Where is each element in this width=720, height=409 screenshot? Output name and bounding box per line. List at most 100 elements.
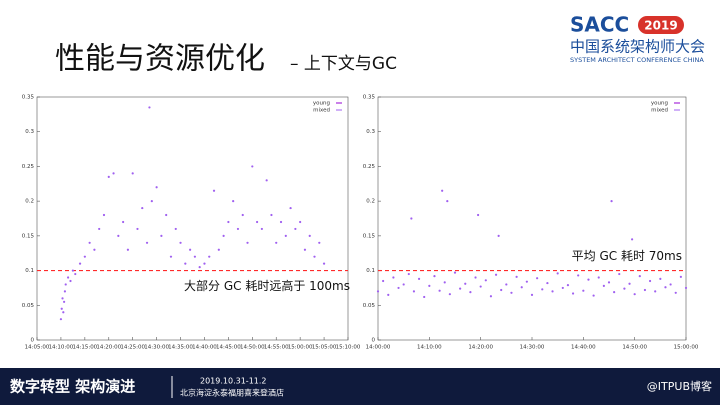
x-tick-label: 15:05:00 <box>312 345 337 351</box>
y-tick-label: 0.1 <box>366 268 375 274</box>
point <box>536 277 539 280</box>
point <box>628 282 631 285</box>
point <box>648 279 652 283</box>
point <box>474 276 477 279</box>
point <box>150 200 153 203</box>
footer-place: 北京海淀永泰福朋喜来登酒店 <box>180 388 284 398</box>
point <box>184 262 187 265</box>
point <box>392 276 395 279</box>
point <box>469 290 472 294</box>
x-tick-label: 14:15:00 <box>72 345 97 351</box>
point <box>566 284 570 287</box>
point <box>284 234 287 237</box>
x-tick-label: 14:25:00 <box>120 345 145 351</box>
x-tick-label: 14:45:00 <box>216 345 241 351</box>
point <box>60 307 63 310</box>
point <box>69 279 72 283</box>
point <box>541 288 544 291</box>
point <box>241 213 244 217</box>
point <box>61 297 64 300</box>
point <box>246 241 249 244</box>
point <box>407 272 410 276</box>
logo-en: SYSTEM ARCHITECT CONFERENCE CHINA <box>570 56 704 64</box>
point <box>515 275 518 278</box>
point <box>412 290 416 293</box>
footer-slogan: 数字转型 架构演进 <box>10 378 135 396</box>
point <box>443 281 446 284</box>
point <box>484 279 487 282</box>
point <box>260 227 263 231</box>
point <box>63 300 66 303</box>
point <box>423 295 426 299</box>
point <box>659 277 662 281</box>
point <box>602 284 605 287</box>
point <box>107 175 110 178</box>
footer-brand: @ITPUB博客 <box>647 379 712 393</box>
legend-label: young <box>313 101 330 107</box>
point <box>618 272 621 276</box>
point <box>179 241 182 244</box>
point <box>679 275 682 278</box>
point <box>148 106 151 109</box>
point <box>477 213 480 217</box>
y-tick-label: 0.3 <box>25 129 34 135</box>
point <box>174 227 177 231</box>
y-tick-label: 0.05 <box>22 303 35 309</box>
point <box>117 234 120 237</box>
point <box>674 291 677 294</box>
point <box>141 206 144 210</box>
x-tick-label: 14:35:00 <box>168 345 193 351</box>
y-tick-label: 0.2 <box>366 199 375 205</box>
point <box>530 293 534 296</box>
point <box>160 234 163 237</box>
point <box>402 283 405 286</box>
point <box>83 255 86 258</box>
point <box>684 286 688 290</box>
point <box>122 220 125 224</box>
y-tick-label: 0.15 <box>363 233 376 239</box>
point <box>582 289 585 292</box>
point <box>198 266 201 269</box>
point <box>382 279 385 283</box>
x-tick-label: 14:50:00 <box>240 345 265 351</box>
point <box>613 290 616 294</box>
point <box>88 241 91 244</box>
point <box>397 286 400 290</box>
point <box>208 255 211 258</box>
point <box>62 311 65 314</box>
slide-title: 性能与资源优化 <box>55 42 265 77</box>
point <box>78 262 82 265</box>
point <box>577 274 580 277</box>
point <box>102 213 106 217</box>
point <box>479 285 482 288</box>
x-tick-label: 14:00:00 <box>366 345 391 351</box>
point <box>638 275 641 278</box>
point <box>322 262 326 265</box>
x-tick-label: 14:50:00 <box>622 345 647 351</box>
point <box>145 241 149 244</box>
point <box>387 293 390 296</box>
y-tick-label: 0.35 <box>363 95 376 101</box>
x-tick-label: 14:20:00 <box>96 345 121 351</box>
x-tick-label: 15:10:00 <box>336 345 361 351</box>
point <box>571 292 575 295</box>
point <box>265 179 268 182</box>
point <box>112 172 115 175</box>
point <box>438 289 441 292</box>
point <box>155 186 158 189</box>
point <box>236 227 240 231</box>
point <box>446 200 449 203</box>
x-tick-label: 14:20:00 <box>468 345 493 351</box>
point <box>131 172 134 175</box>
x-tick-label: 14:10:00 <box>49 345 74 351</box>
y-tick-label: 0.35 <box>22 95 35 101</box>
point <box>227 220 230 224</box>
y-tick-label: 0 <box>31 338 35 344</box>
plot-frame <box>36 96 349 341</box>
point <box>63 290 67 293</box>
point <box>93 248 96 251</box>
point <box>453 271 457 274</box>
point <box>520 286 523 289</box>
